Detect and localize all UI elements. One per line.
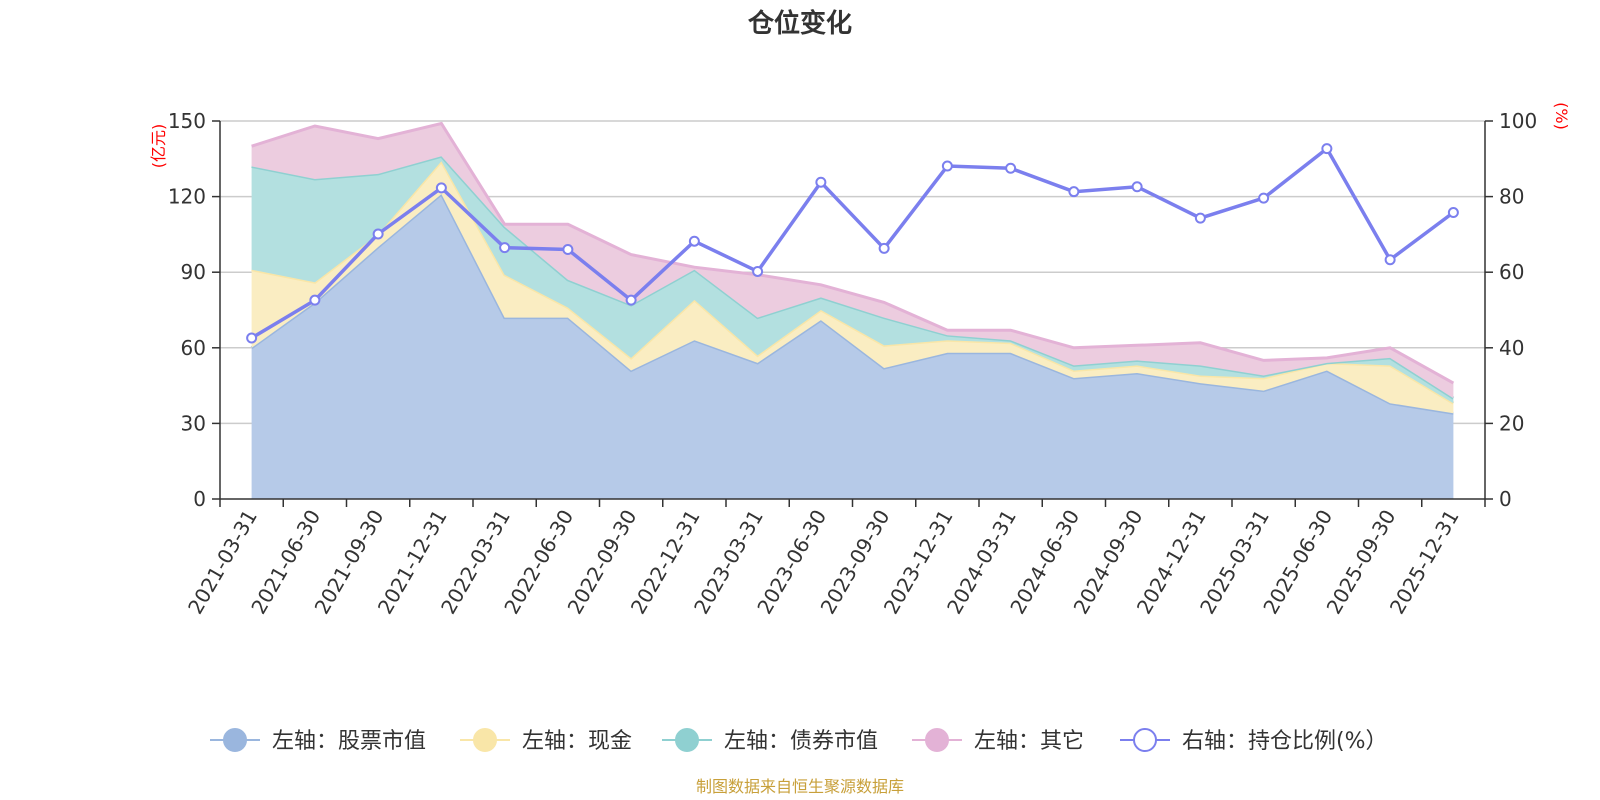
ratio-point [625,294,637,306]
ratio-point [1068,186,1080,198]
left-tick-label: 60 [181,336,206,360]
area-series-4 [251,123,1454,399]
right-tick-label: 80 [1499,185,1524,209]
ratio-point [815,176,827,188]
left-tick-label: 30 [181,411,206,435]
area-edge-series-4 [251,121,1455,385]
ratio-point [688,235,700,247]
ratio-point [752,265,764,277]
legend-marker [223,728,247,752]
ratio-point [1258,192,1270,204]
left-tick-label: 0 [193,487,206,511]
area-series-3 [251,156,1454,404]
holding-ratio-series [246,143,1459,344]
ratio-point [941,160,953,172]
ratio-point [309,294,321,306]
ratio-point [435,182,447,194]
ratio-point [562,244,574,256]
ratio-point [1384,254,1396,266]
right-tick-label: 60 [1499,260,1524,284]
right-axis-unit: (%) [1552,102,1571,130]
ratio-point [878,242,890,254]
source-note: 制图数据来自恒生聚源数据库 [696,777,904,796]
legend-label: 左轴：股票市值 [272,729,426,754]
ratio-point [1194,212,1206,224]
ratio-point [1447,206,1459,218]
legend-label: 左轴：债券市值 [724,729,878,754]
legend-marker [1133,728,1157,752]
right-tick-label: 40 [1499,336,1524,360]
ratio-point [1005,162,1017,174]
chart-title: 仓位变化 [747,8,852,39]
area-series-2 [251,161,1454,414]
right-tick-label: 20 [1499,411,1524,435]
legend-marker [675,728,699,752]
legend-marker [925,728,949,752]
left-axis-unit: (亿元) [149,124,168,169]
legend-label: 左轴：其它 [974,729,1084,754]
stacked-areas [250,121,1455,499]
left-tick-label: 90 [181,260,206,284]
legend-label: 右轴：持仓比例(%） [1182,729,1388,754]
area-series-1 [251,194,1454,499]
right-tick-label: 100 [1499,109,1537,133]
right-tick-label: 0 [1499,487,1512,511]
legend-label: 左轴：现金 [522,729,632,754]
legend-marker [473,728,497,752]
ratio-point [1131,181,1143,193]
ratio-point [499,242,511,254]
ratio-line-path [250,145,1455,340]
legend: 左轴：股票市值 左轴：现金 左轴：债券市值 左轴：其它 右轴：持仓比例(%） [210,728,1388,754]
ratio-point [1321,143,1333,155]
ratio-point [372,228,384,240]
left-tick-label: 120 [168,185,206,209]
ratio-point [246,332,258,344]
left-tick-label: 150 [168,109,206,133]
